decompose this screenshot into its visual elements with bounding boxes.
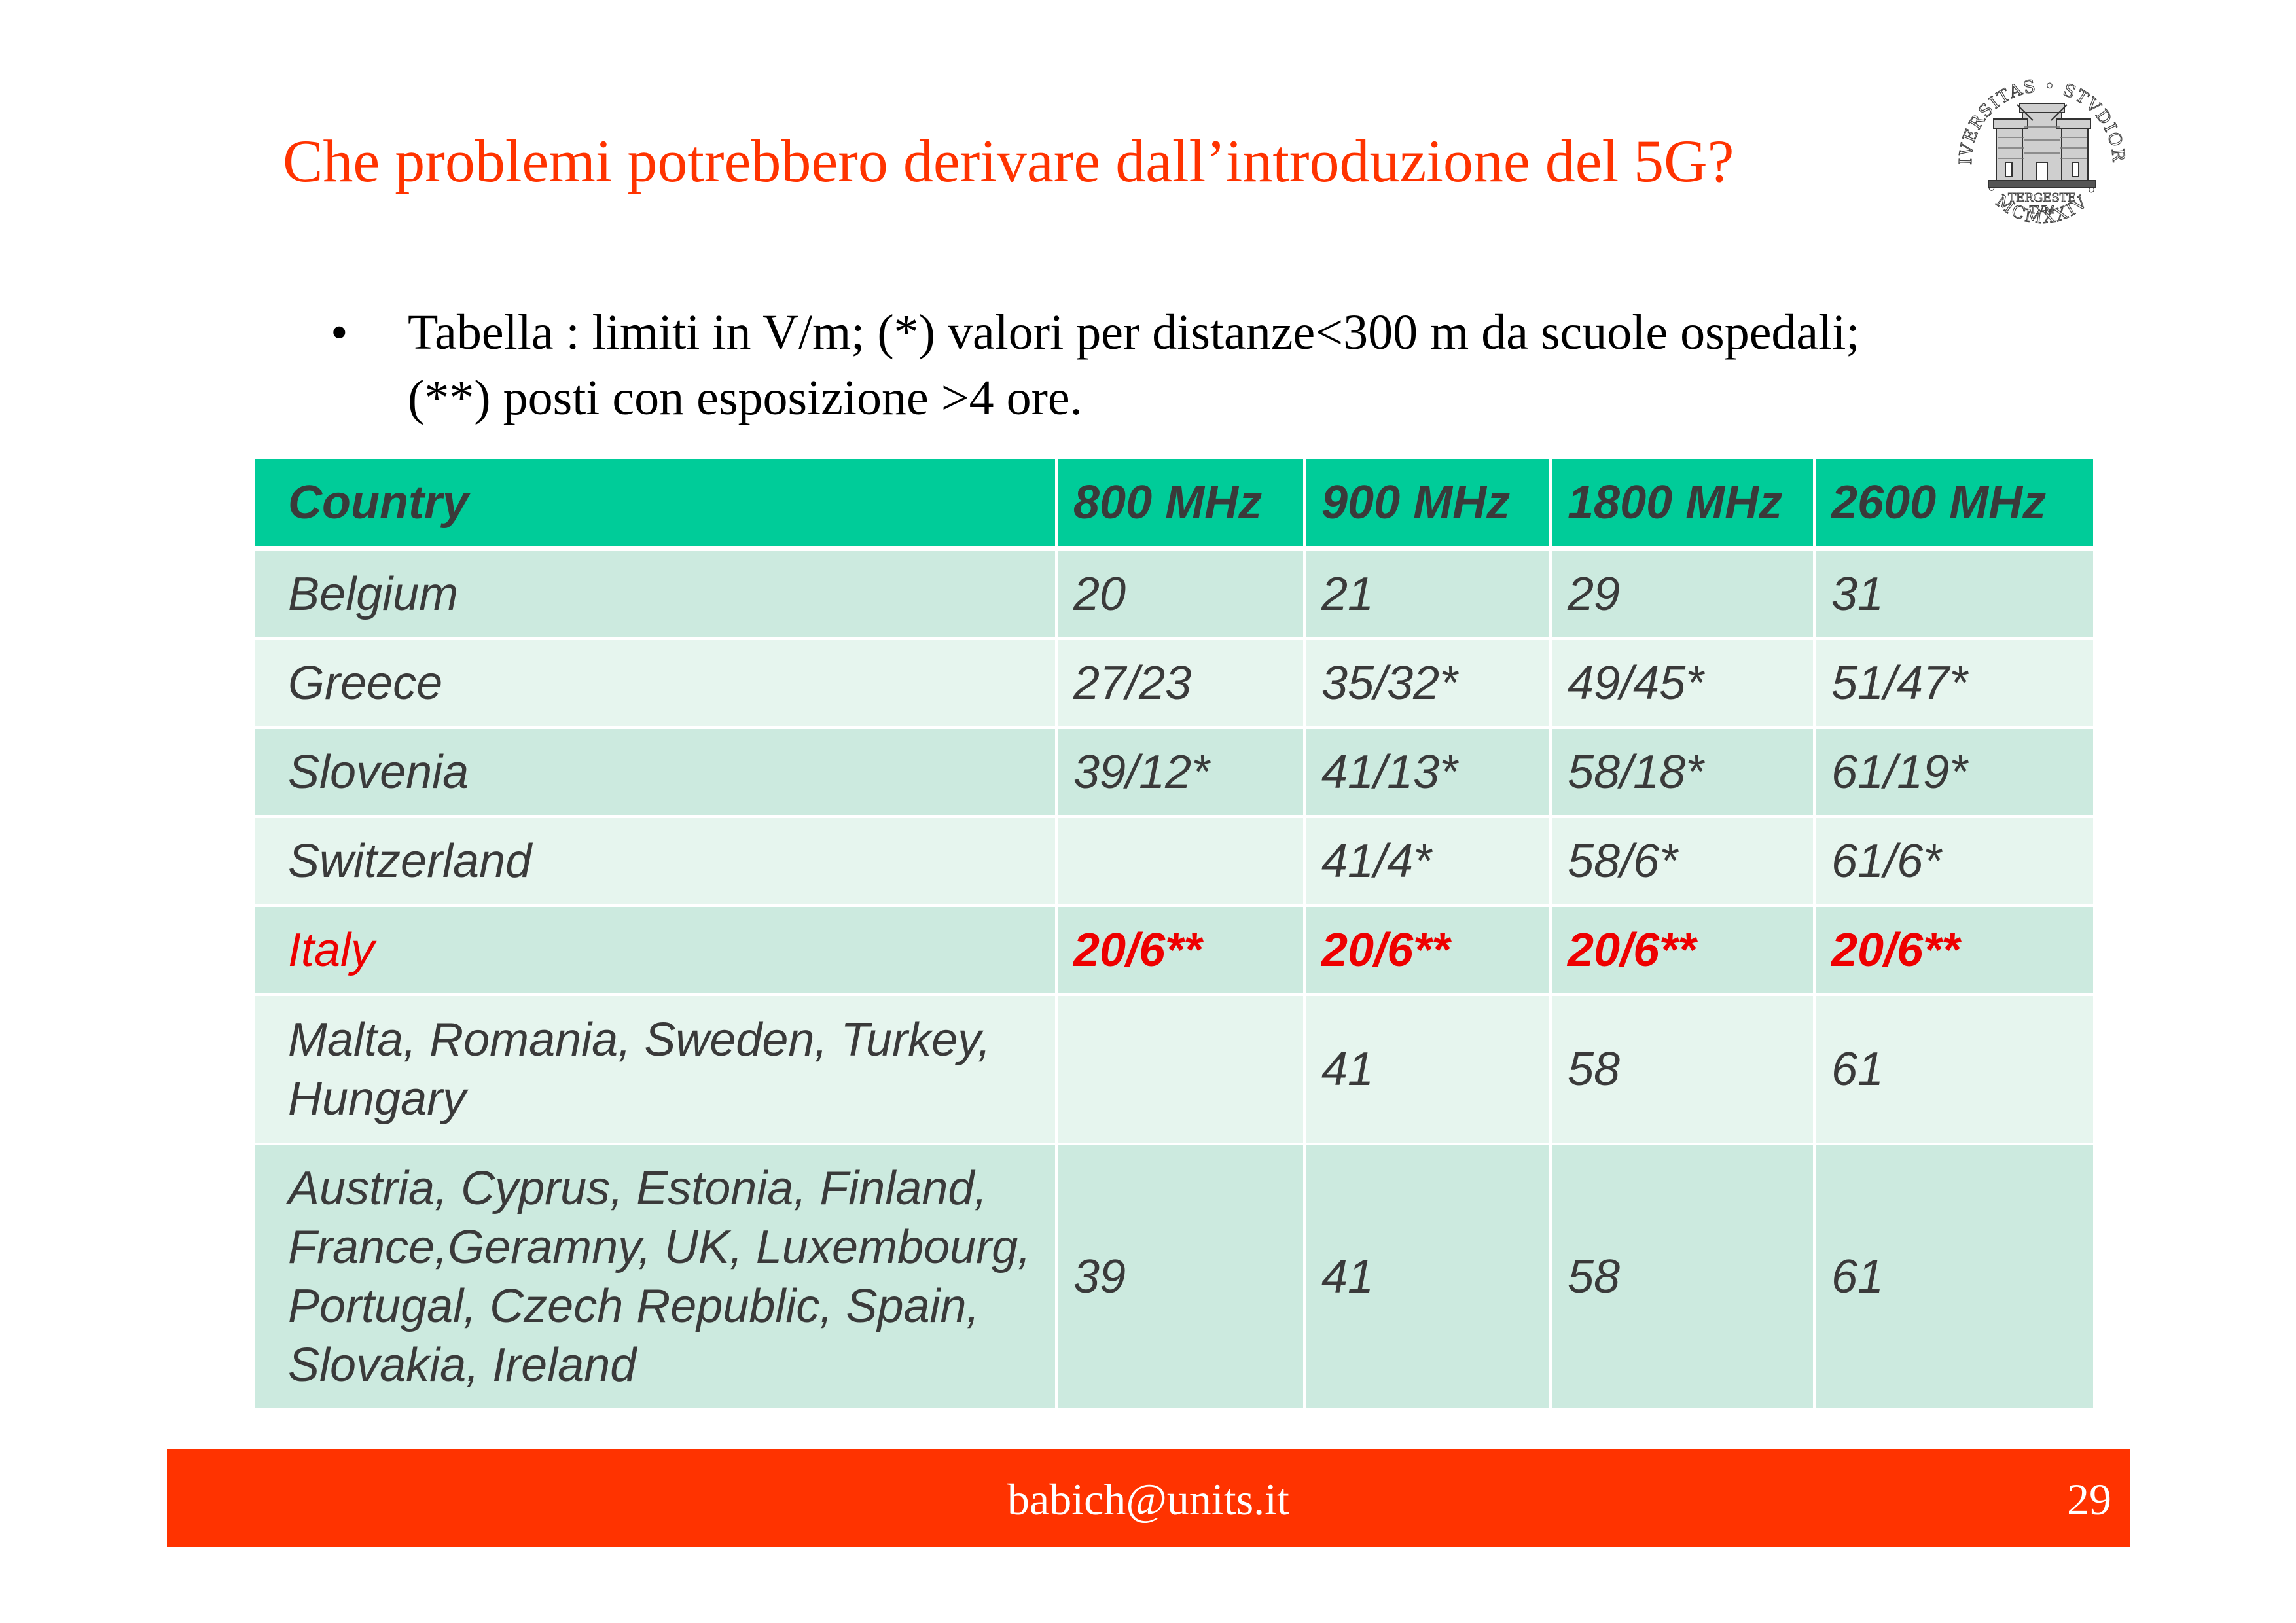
bullet-line-1: Tabella : limiti in V/m; (*) valori per … xyxy=(408,305,1860,360)
country-cell: Switzerland xyxy=(253,815,1058,907)
bullet-marker: • xyxy=(331,305,348,360)
footer-email: babich@units.it xyxy=(1007,1474,1289,1524)
table-header-row: Country 800 MHz 900 MHz 1800 MHz 2600 MH… xyxy=(253,457,2096,551)
country-cell: Italy xyxy=(253,904,1058,996)
country-cell: Austria, Cyprus, Estonia, Finland, Franc… xyxy=(253,1143,1058,1411)
value-cell: 49/45* xyxy=(1549,637,1816,729)
value-cell: 61/6* xyxy=(1813,815,2096,907)
value-cell: 29 xyxy=(1549,547,1816,640)
value-cell: 20 xyxy=(1055,547,1306,640)
value-cell: 58/6* xyxy=(1549,815,1816,907)
table-row: Slovenia 39/12* 41/13* 58/18* 61/19* xyxy=(253,726,2096,818)
value-cell: 41 xyxy=(1303,1143,1552,1411)
bullet-item: • Tabella : limiti in V/m; (*) valori pe… xyxy=(331,300,2098,431)
value-cell: 35/32* xyxy=(1303,637,1552,729)
emf-limits-table: Country 800 MHz 900 MHz 1800 MHz 2600 MH… xyxy=(253,457,2096,1411)
table-row-italy: Italy 20/6** 20/6** 20/6** 20/6** xyxy=(253,904,2096,996)
header-1800mhz: 1800 MHz xyxy=(1549,457,1816,551)
value-cell: 61 xyxy=(1813,993,2096,1145)
value-cell: 41/13* xyxy=(1303,726,1552,818)
value-cell: 41/4* xyxy=(1303,815,1552,907)
value-cell: 39 xyxy=(1055,1143,1306,1411)
value-cell: 20/6** xyxy=(1549,904,1816,996)
value-cell xyxy=(1055,993,1306,1145)
country-cell: Slovenia xyxy=(253,726,1058,818)
value-cell: 31 xyxy=(1813,547,2096,640)
country-cell: Greece xyxy=(253,637,1058,729)
value-cell: 20/6** xyxy=(1813,904,2096,996)
value-cell: 41 xyxy=(1303,993,1552,1145)
table-row: Austria, Cyprus, Estonia, Finland, Franc… xyxy=(253,1143,2096,1411)
header-800mhz: 800 MHz xyxy=(1055,457,1306,551)
value-cell: 20/6** xyxy=(1055,904,1306,996)
value-cell: 20/6** xyxy=(1303,904,1552,996)
value-cell: 58 xyxy=(1549,993,1816,1145)
header-2600mhz: 2600 MHz xyxy=(1813,457,2096,551)
country-cell: Malta, Romania, Sweden, Turkey, Hungary xyxy=(253,993,1058,1145)
header-900mhz: 900 MHz xyxy=(1303,457,1552,551)
svg-text:TVM: TVM xyxy=(2030,204,2055,216)
value-cell: 58 xyxy=(1549,1143,1816,1411)
bullet-line-2: (**) posti con esposizione >4 ore. xyxy=(408,370,1083,425)
table-row: Malta, Romania, Sweden, Turkey, Hungary … xyxy=(253,993,2096,1145)
table-row: Greece 27/23 35/32* 49/45* 51/47* xyxy=(253,637,2096,729)
footer-bar: babich@units.it 29 xyxy=(167,1449,2130,1547)
value-cell: 51/47* xyxy=(1813,637,2096,729)
university-seal-icon: VNIVERSITAS • STVDIORVM • MCMXXIV • xyxy=(1942,48,2132,254)
slide-title: Che problemi potrebbero derivare dall’in… xyxy=(283,128,1734,194)
value-cell xyxy=(1055,815,1306,907)
value-cell: 61/19* xyxy=(1813,726,2096,818)
table-row: Switzerland 41/4* 58/6* 61/6* xyxy=(253,815,2096,907)
country-cell: Belgium xyxy=(253,547,1058,640)
value-cell: 58/18* xyxy=(1549,726,1816,818)
value-cell: 27/23 xyxy=(1055,637,1306,729)
value-cell: 39/12* xyxy=(1055,726,1306,818)
page-number: 29 xyxy=(2067,1474,2111,1524)
value-cell: 21 xyxy=(1303,547,1552,640)
value-cell: 61 xyxy=(1813,1143,2096,1411)
header-country: Country xyxy=(253,457,1058,551)
svg-text:TERGESTE: TERGESTE xyxy=(2008,191,2076,205)
table-row: Belgium 20 21 29 31 xyxy=(253,547,2096,640)
